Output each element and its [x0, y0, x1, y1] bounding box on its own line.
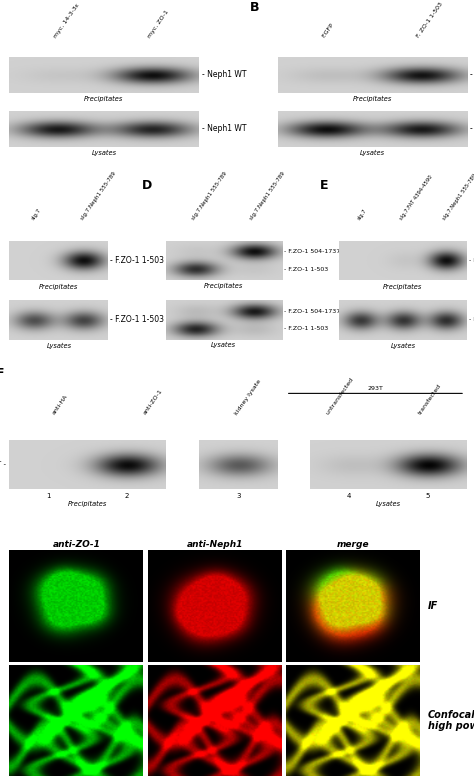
Text: 3: 3 [236, 493, 240, 499]
Text: - Neph1 WT: - Neph1 WT [470, 70, 474, 80]
Text: myc. 14-3-3ε: myc. 14-3-3ε [53, 2, 80, 39]
Text: 4: 4 [347, 493, 351, 499]
Text: E: E [320, 179, 328, 192]
Text: 2: 2 [125, 493, 129, 499]
Text: - F.ZO-1 1-503: - F.ZO-1 1-503 [469, 317, 474, 322]
Text: Lysates: Lysates [360, 150, 385, 156]
Text: Lysates: Lysates [91, 150, 117, 156]
Text: Precipitates: Precipitates [353, 96, 392, 102]
Text: - F.ZO-1 1-503: - F.ZO-1 1-503 [284, 267, 328, 271]
Text: Precipitates: Precipitates [84, 96, 124, 102]
Text: F: F [0, 367, 4, 380]
Text: - Neph1 WT: - Neph1 WT [202, 70, 246, 80]
Text: Confocal
high power: Confocal high power [428, 710, 474, 732]
Text: - F.ZO-1 504-1737: - F.ZO-1 504-1737 [284, 309, 340, 314]
Text: Neph1 WT -: Neph1 WT - [0, 462, 7, 467]
Text: Lysates: Lysates [46, 343, 72, 349]
Text: transfected: transfected [417, 384, 442, 416]
Text: 1: 1 [46, 493, 51, 499]
Text: sIg.7.Neph1 555-789: sIg.7.Neph1 555-789 [441, 172, 474, 221]
Text: - F.ZO-1 1-503: - F.ZO-1 1-503 [284, 326, 328, 331]
Text: Precipitates: Precipitates [204, 282, 243, 289]
Text: anti-ZO-1: anti-ZO-1 [143, 388, 164, 416]
Text: anti-HA: anti-HA [51, 394, 69, 416]
Text: untransfected: untransfected [326, 377, 355, 416]
Text: 293T: 293T [367, 386, 383, 392]
Text: sIg.7.Neph1 555-789: sIg.7.Neph1 555-789 [80, 171, 117, 221]
Text: D: D [142, 179, 153, 192]
Text: - F.ZO-1 504-1737: - F.ZO-1 504-1737 [284, 250, 340, 254]
Text: IF: IF [428, 601, 438, 611]
Text: - F.ZO-1 1-503: - F.ZO-1 1-503 [110, 315, 164, 324]
Text: sIg.7.Neph1 555-789: sIg.7.Neph1 555-789 [249, 171, 286, 221]
Text: B: B [249, 1, 259, 14]
Text: - F.ZO-1 1-503: - F.ZO-1 1-503 [469, 258, 474, 263]
Text: Lysates: Lysates [376, 501, 401, 507]
Text: F. ZO-1 1-503: F. ZO-1 1-503 [416, 2, 444, 39]
Text: anti-Neph1: anti-Neph1 [186, 540, 243, 549]
Text: - Neph1 WT: - Neph1 WT [202, 124, 246, 133]
Text: anti-ZO-1: anti-ZO-1 [53, 540, 100, 549]
Text: merge: merge [337, 540, 369, 549]
Text: sIg.7.FAT 4394-4590: sIg.7.FAT 4394-4590 [399, 174, 434, 221]
Text: Precipitates: Precipitates [68, 501, 108, 507]
Text: Precipitates: Precipitates [383, 283, 423, 289]
Text: 5: 5 [426, 493, 430, 499]
Text: sIg.7: sIg.7 [356, 207, 367, 221]
Text: - F.ZO-1 1-503: - F.ZO-1 1-503 [110, 256, 164, 265]
Text: Precipitates: Precipitates [39, 283, 79, 289]
Text: sIg.7: sIg.7 [30, 207, 42, 221]
Text: sIg.7.Neph1 555-789: sIg.7.Neph1 555-789 [191, 171, 228, 221]
Text: myc. ZO-1: myc. ZO-1 [147, 9, 170, 39]
Text: kidney lysate: kidney lysate [234, 378, 262, 416]
Text: Lysates: Lysates [391, 343, 416, 349]
Text: Lysates: Lysates [211, 342, 236, 349]
Text: - Neph1 WT: - Neph1 WT [470, 124, 474, 133]
Text: F.GFP: F.GFP [321, 22, 335, 39]
